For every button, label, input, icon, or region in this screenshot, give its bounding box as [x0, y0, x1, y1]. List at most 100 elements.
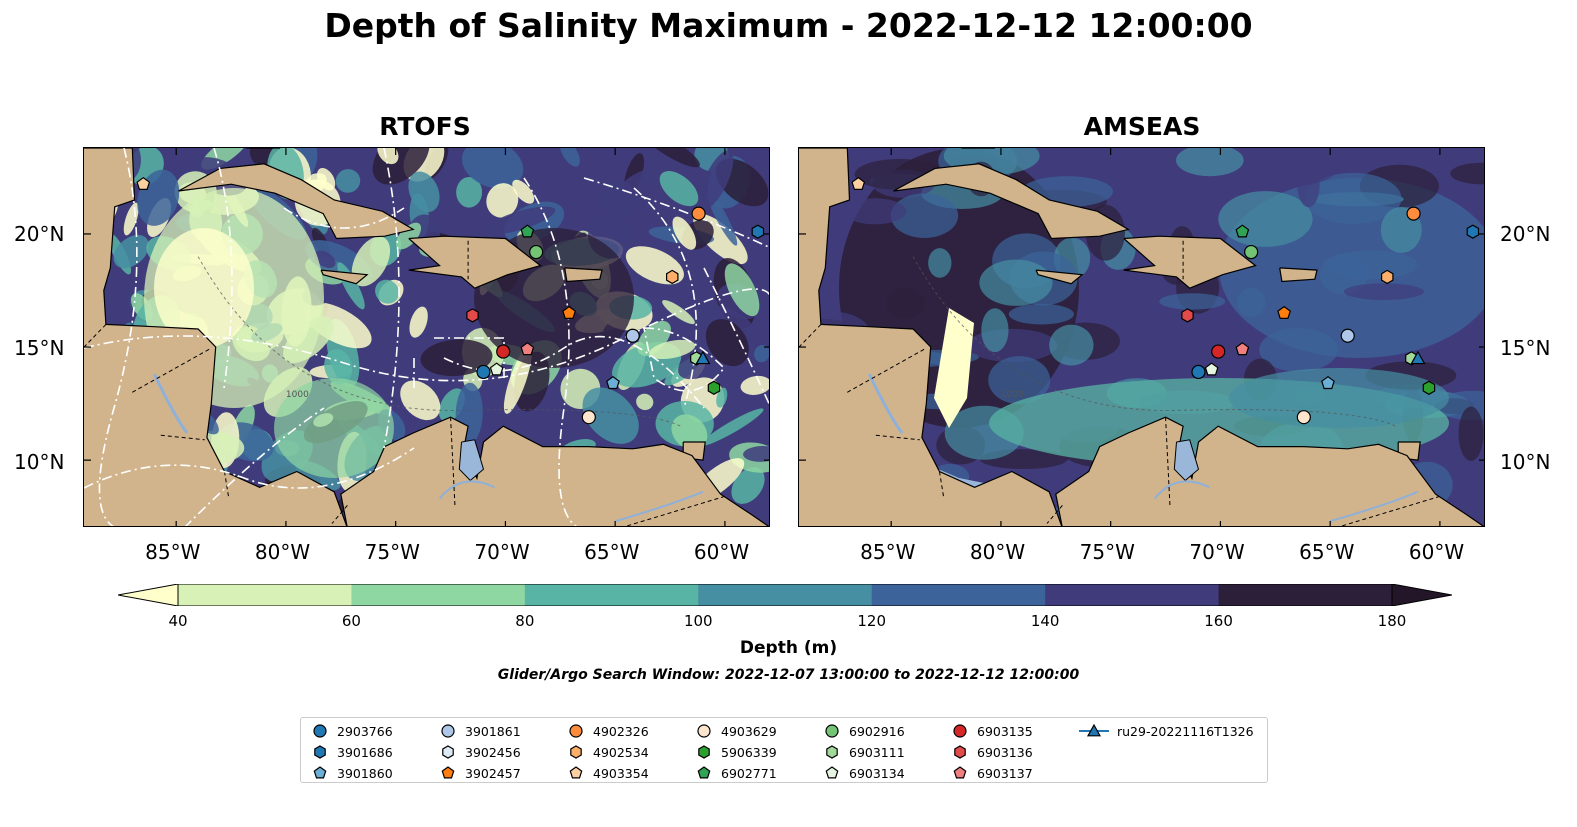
circle-icon	[697, 724, 711, 738]
lat-label-10n-right: 10°N	[1500, 450, 1551, 474]
legend-label: 4903629	[721, 723, 777, 739]
marker-6903136	[1181, 308, 1194, 323]
legend-label: 6903135	[977, 723, 1033, 739]
marker-4903354	[851, 176, 866, 191]
legend-item-3902457: 3902457	[439, 764, 521, 782]
legend-item-ru29-20221116T1326: ru29-20221116T1326	[1079, 722, 1254, 740]
marker-2903766	[476, 364, 491, 380]
colorbar-tick-80: 80	[515, 612, 535, 630]
pentagon-icon	[953, 766, 967, 779]
marker-6902771	[1235, 224, 1250, 238]
legend-item-6902771: 6902771	[695, 764, 777, 782]
circle-icon	[313, 724, 327, 738]
marker-6903137	[1235, 342, 1250, 356]
marker-3901861	[1340, 328, 1355, 343]
marker-6903134	[489, 362, 504, 376]
hexagon-icon	[826, 745, 838, 759]
lon-label-60w-amseas: 60°W	[1408, 540, 1465, 564]
marker-6902916	[529, 244, 544, 260]
legend-label: 4902326	[593, 723, 649, 739]
colorbar-band-5	[1045, 584, 1220, 606]
marker-6903134	[1204, 362, 1219, 376]
colorbar-band-0	[178, 584, 352, 606]
marker-3902457	[562, 305, 577, 319]
marker-4903629	[581, 410, 596, 425]
panel-title-rtofs: RTOFS	[379, 112, 471, 141]
marker-6903135	[1211, 344, 1226, 359]
legend-item-4903629: 4903629	[695, 722, 777, 740]
marker-6903135	[496, 344, 511, 359]
colorbar-tick-60: 60	[341, 612, 361, 630]
marker-4902534	[665, 269, 679, 285]
marker-3901860	[606, 375, 620, 390]
lon-label-80w-rtofs: 80°W	[254, 540, 311, 564]
lon-label-75w-rtofs: 75°W	[364, 540, 420, 564]
legend-item-3901861: 3901861	[439, 722, 521, 740]
colorbar-label: Depth (m)	[739, 638, 838, 658]
legend-label: 6903136	[977, 744, 1033, 760]
marker-4903629	[1296, 410, 1311, 425]
legend-item-2903766: 2903766	[311, 722, 393, 740]
legend-label: ru29-20221116T1326	[1117, 723, 1254, 739]
contour-label-1000: 1000	[286, 390, 309, 400]
map-rtofs: 1000	[83, 147, 770, 527]
circle-icon	[441, 724, 455, 738]
colorbar-tick-40: 40	[168, 612, 188, 630]
legend-label: 6903137	[977, 765, 1033, 781]
legend-label: 3902457	[465, 765, 521, 781]
lon-label-75w-amseas: 75°W	[1079, 540, 1135, 564]
map-amseas: 1000	[798, 147, 1485, 527]
legend-item-3901860: 3901860	[311, 764, 393, 782]
lon-label-70w-amseas: 70°W	[1189, 540, 1245, 564]
colorbar-band-6	[1218, 584, 1393, 606]
colorbar-tick-140: 140	[1030, 612, 1060, 630]
legend-label: 5906339	[721, 744, 777, 760]
circle-icon	[569, 724, 583, 738]
lon-label-80w-amseas: 80°W	[969, 540, 1026, 564]
marker-ru29-20221116T1326	[1410, 350, 1426, 365]
colorbar-tick-120: 120	[857, 612, 887, 630]
lon-label-65w-rtofs: 65°W	[584, 540, 640, 564]
lon-label-70w-rtofs: 70°W	[474, 540, 530, 564]
legend-item-3902456: 3902456	[439, 743, 521, 761]
legend-item-3901686: 3901686	[311, 743, 393, 761]
marker-3901861	[625, 328, 640, 343]
legend-item-6902916: 6902916	[823, 722, 905, 740]
marker-4902534	[1380, 269, 1394, 285]
legend: 2903766 3901686 3901860 3901861 3902456 39024…	[300, 717, 1268, 783]
legend-item-6903134: 6903134	[823, 764, 905, 782]
figure-title: Depth of Salinity Maximum - 2022-12-12 1…	[324, 6, 1253, 45]
legend-label: 3902456	[465, 744, 521, 760]
pentagon-icon	[441, 766, 455, 779]
pentagon-icon	[697, 766, 711, 779]
hexagon-icon	[570, 745, 582, 759]
panel-title-amseas: AMSEAS	[1083, 112, 1201, 141]
legend-item-6903136: 6903136	[951, 743, 1033, 761]
legend-label: 6902771	[721, 765, 777, 781]
lon-label-85w-rtofs: 85°W	[145, 540, 201, 564]
marker-4903354	[136, 176, 151, 191]
marker-3901686	[1466, 224, 1480, 239]
marker-4902326	[691, 206, 706, 221]
colorbar-band-3	[698, 584, 873, 606]
legend-label: 6903111	[849, 744, 905, 760]
colorbar-band-1	[351, 584, 526, 606]
lat-label-20n-left: 20°N	[14, 222, 65, 246]
legend-item-6903111: 6903111	[823, 743, 905, 761]
legend-item-4902534: 4902534	[567, 743, 649, 761]
legend-label: 3901861	[465, 723, 521, 739]
pentagon-icon	[313, 766, 327, 779]
legend-label: 4903354	[593, 765, 649, 781]
hexagon-icon	[954, 745, 966, 759]
legend-item-6903137: 6903137	[951, 764, 1033, 782]
marker-5906339	[1422, 380, 1436, 395]
hexagon-icon	[314, 745, 326, 759]
colorbar-tick-180: 180	[1377, 612, 1407, 630]
legend-label: 3901860	[337, 765, 393, 781]
lat-label-15n-right: 15°N	[1500, 336, 1551, 360]
legend-item-5906339: 5906339	[695, 743, 777, 761]
legend-label: 3901686	[337, 744, 393, 760]
triangle-line-icon	[1079, 723, 1109, 737]
lat-label-15n-left: 15°N	[14, 336, 65, 360]
marker-3902457	[1277, 305, 1292, 319]
